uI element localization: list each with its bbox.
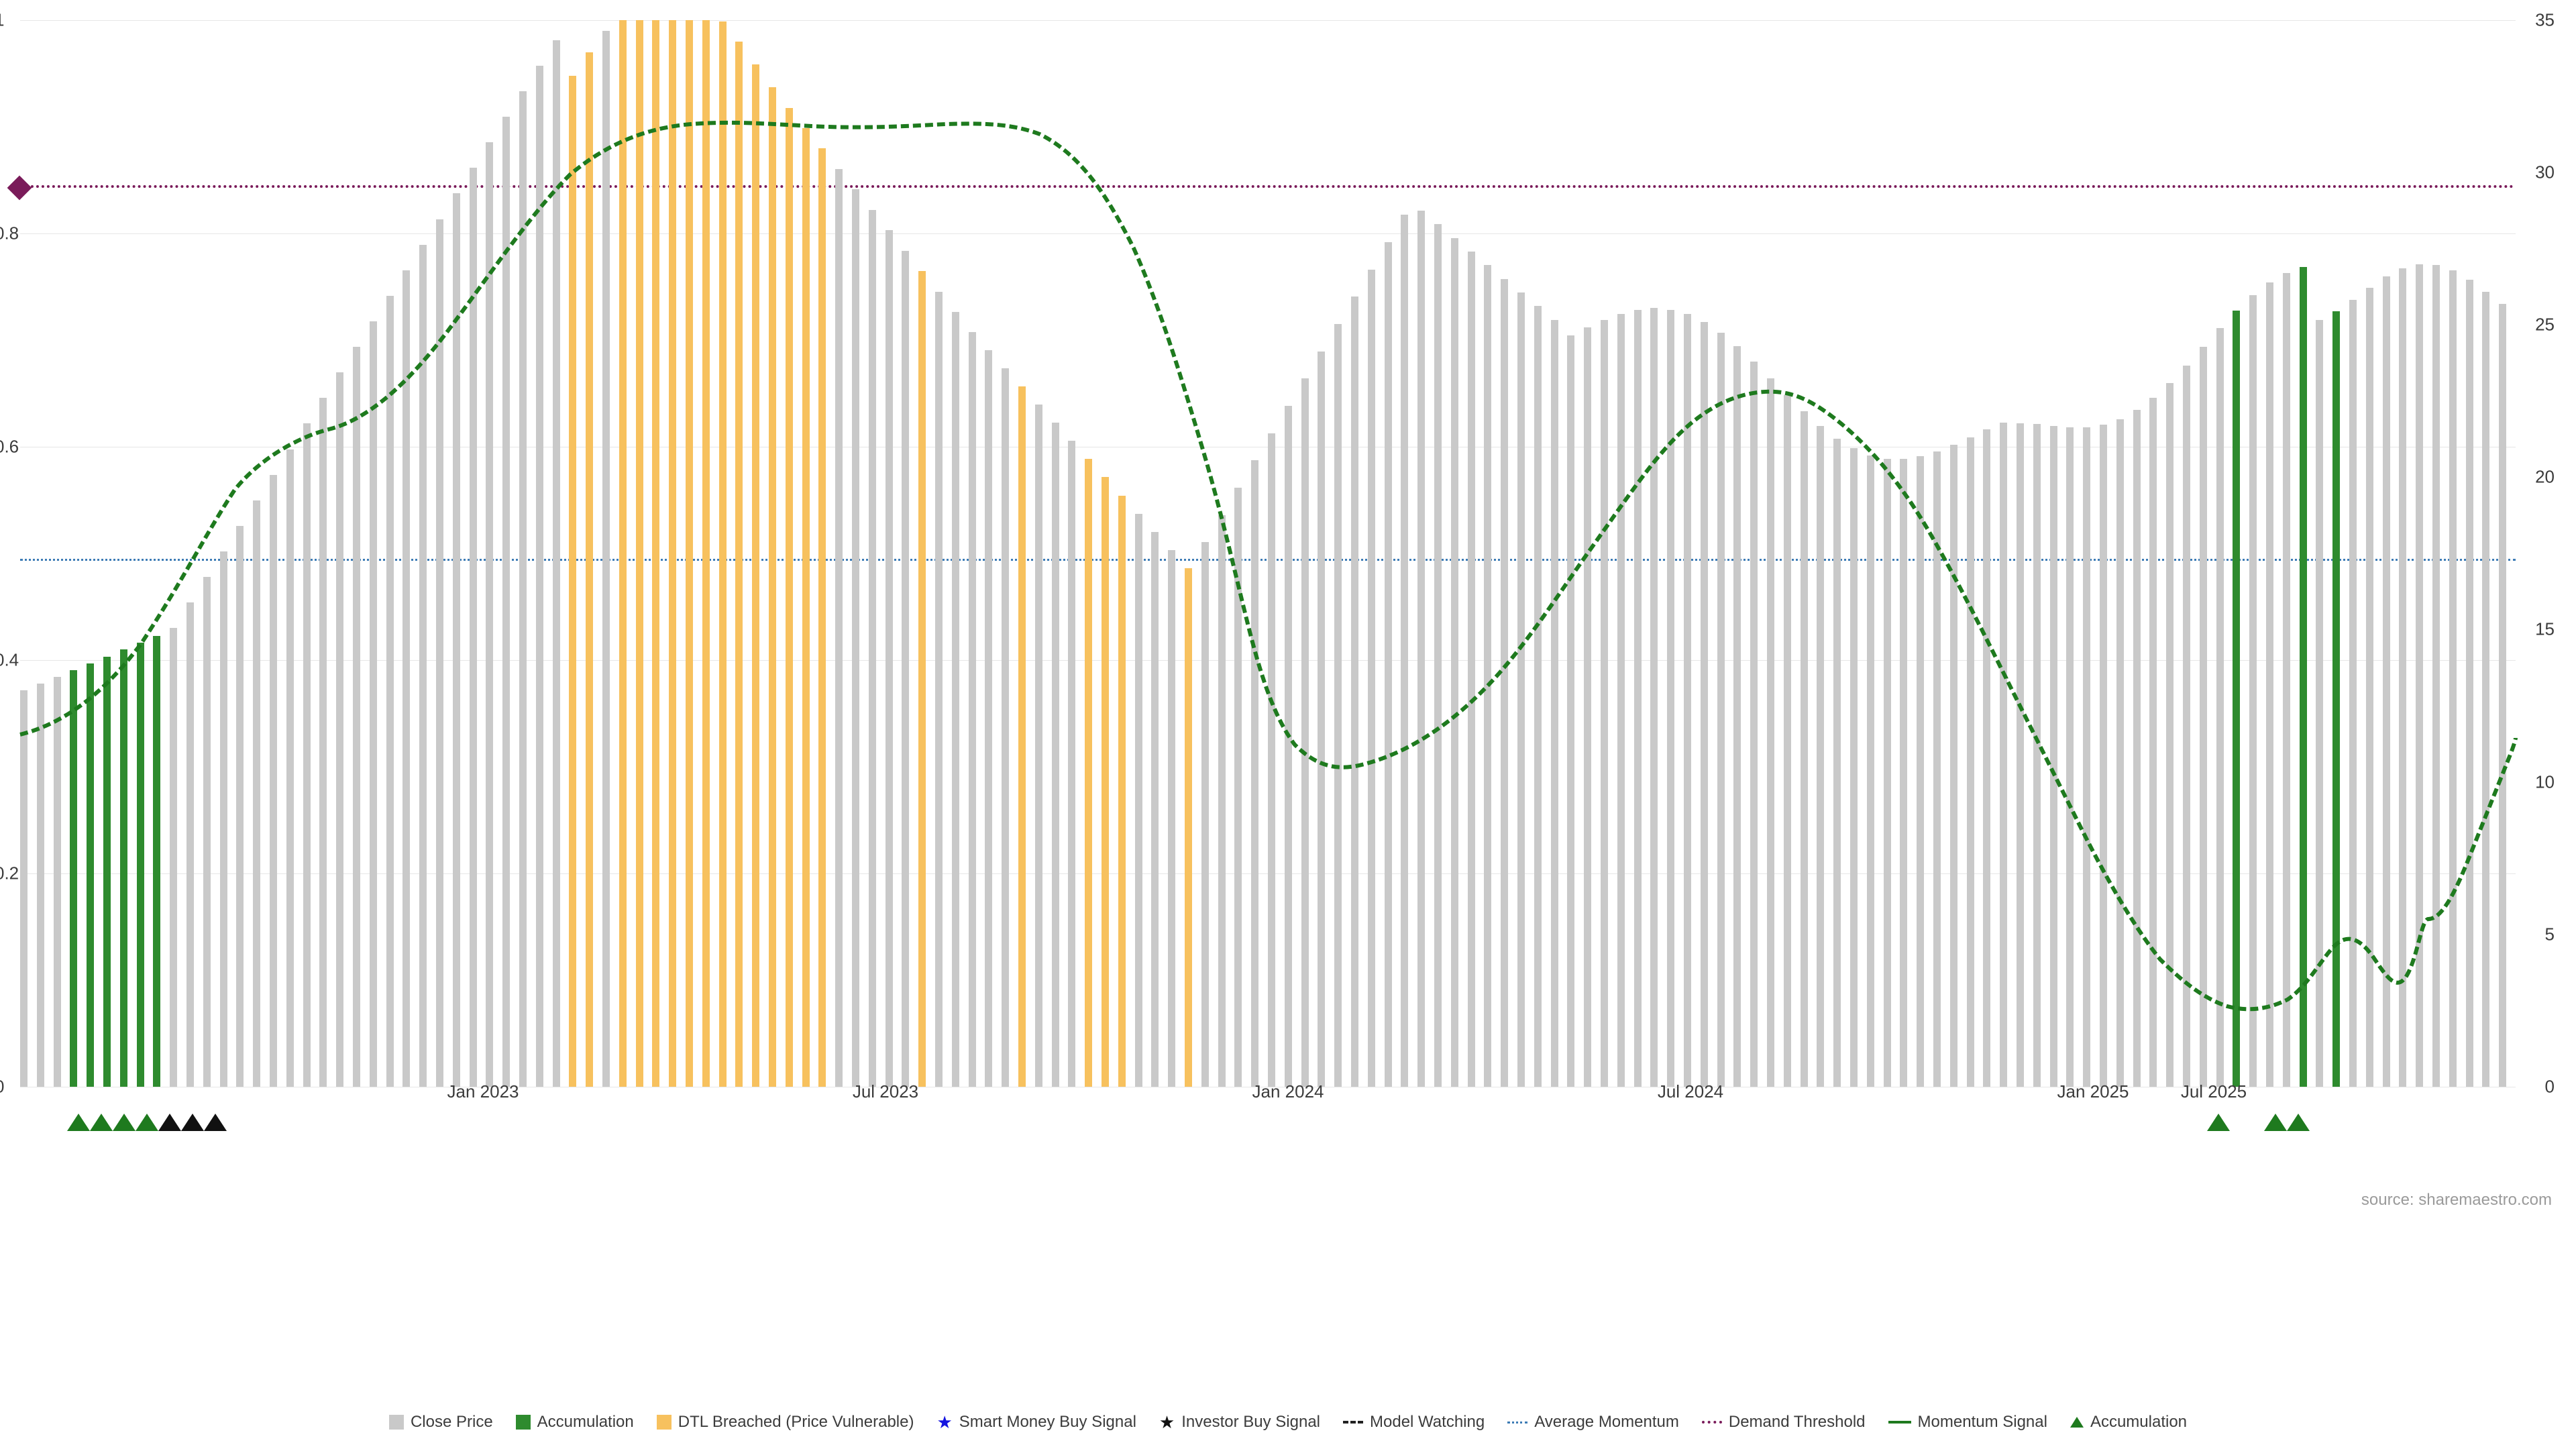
- source-label: source: sharemaestro.com: [2361, 1191, 2552, 1210]
- y-axis-left-tick: 1: [0, 10, 4, 31]
- legend-item-average-momentum[interactable]: Average Momentum: [1507, 1413, 1679, 1432]
- legend-item-investor-buy[interactable]: ★ Investor Buy Signal: [1159, 1413, 1320, 1432]
- y-axis-left-tick: 0.4: [0, 650, 19, 671]
- demand-threshold-dotline: [1702, 1421, 1722, 1424]
- y-axis-left-tick: 0: [0, 1077, 4, 1097]
- x-axis-tick: Jul 2025: [2181, 1081, 2247, 1102]
- x-axis-tick: Jul 2024: [1658, 1081, 1723, 1102]
- legend-item-smart-money[interactable]: ★ Smart Money Buy Signal: [936, 1413, 1136, 1432]
- y-axis-right-tick: 30: [2535, 162, 2555, 183]
- legend-item-momentum-signal[interactable]: Momentum Signal: [1888, 1413, 2047, 1432]
- y-axis-left-tick: 0.2: [0, 863, 19, 884]
- accumulation-swatch: [516, 1415, 531, 1430]
- y-axis-right-tick: 20: [2535, 467, 2555, 488]
- accumulation-triangle-icon: [2070, 1417, 2084, 1428]
- momentum-chart-root: 1 0.8 0.6 0.4 0.2 0 0 5 10 15 20 25 30 3…: [0, 0, 2576, 1449]
- dtl-swatch: [657, 1415, 672, 1430]
- y-axis-left-tick: 0.8: [0, 223, 19, 244]
- y-axis-left-tick: 0.6: [0, 437, 19, 458]
- y-axis-right-tick: 35: [2535, 10, 2555, 31]
- legend-item-close-price[interactable]: Close Price: [389, 1413, 493, 1432]
- smart-money-star-icon: ★: [936, 1413, 952, 1431]
- investor-buy-star-icon: ★: [1159, 1413, 1175, 1431]
- plot-area: 1 0.8 0.6 0.4 0.2 0 0 5 10 15 20 25 30 3…: [20, 20, 2516, 1087]
- close-price-swatch: [389, 1415, 404, 1430]
- x-axis-tick: Jan 2025: [2057, 1081, 2129, 1102]
- average-momentum-dotline: [1507, 1421, 1527, 1424]
- y-axis-right-tick: 0: [2545, 1077, 2555, 1097]
- chart-legend: Close Price Accumulation DTL Breached (P…: [0, 1405, 2576, 1439]
- momentum-signal-line-swatch: [1888, 1421, 1911, 1424]
- legend-item-model-watching[interactable]: Model Watching: [1343, 1413, 1485, 1432]
- signal-triangle-row: [20, 1114, 2516, 1167]
- legend-item-dtl[interactable]: DTL Breached (Price Vulnerable): [657, 1413, 914, 1432]
- x-axis-tick: Jan 2023: [447, 1081, 519, 1102]
- legend-item-accumulation-triangle[interactable]: Accumulation: [2070, 1413, 2187, 1432]
- x-axis-tick: Jan 2024: [1252, 1081, 1324, 1102]
- y-axis-right-tick: 15: [2535, 619, 2555, 640]
- x-axis-tick: Jul 2023: [853, 1081, 918, 1102]
- y-axis-right-tick: 25: [2535, 315, 2555, 335]
- legend-item-demand-threshold[interactable]: Demand Threshold: [1702, 1413, 1866, 1432]
- y-axis-right-tick: 5: [2545, 924, 2555, 945]
- y-axis-right-tick: 10: [2535, 772, 2555, 793]
- model-watching-dashline: [1343, 1421, 1363, 1424]
- legend-item-accumulation-swatch[interactable]: Accumulation: [516, 1413, 634, 1432]
- momentum-signal-line: [20, 20, 2516, 1087]
